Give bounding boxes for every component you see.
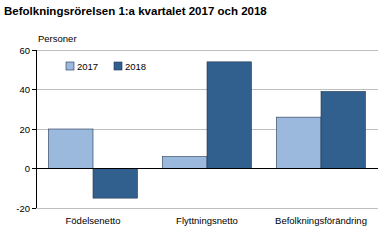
bar xyxy=(49,129,93,169)
y-tick-label: 40 xyxy=(19,84,30,95)
bar xyxy=(277,117,321,168)
y-tick-label: -20 xyxy=(16,203,30,214)
y-tick xyxy=(32,168,36,169)
zero-line xyxy=(36,168,378,169)
legend-swatch xyxy=(66,62,74,70)
legend-label: 2018 xyxy=(125,61,146,72)
legend-swatch xyxy=(114,62,122,70)
x-tick-label: Födelsenetto xyxy=(66,215,121,226)
y-tick-label: 0 xyxy=(25,163,30,174)
bar xyxy=(163,157,207,169)
x-tick-label: Flyttningsnetto xyxy=(176,215,238,226)
grid-line xyxy=(36,208,378,209)
chart-svg: Befolkningsrörelsen 1:a kvartalet 2017 o… xyxy=(0,0,391,240)
bars xyxy=(49,62,366,198)
y-tick xyxy=(32,89,36,90)
y-axis-line xyxy=(36,50,37,208)
y-tick xyxy=(32,129,36,130)
legend-label: 2017 xyxy=(77,61,98,72)
bar xyxy=(207,62,251,169)
y-tick xyxy=(32,50,36,51)
y-tick xyxy=(32,208,36,209)
x-tick-label: Befolkningsförändring xyxy=(275,215,367,226)
bar xyxy=(93,169,137,199)
chart-container: Befolkningsrörelsen 1:a kvartalet 2017 o… xyxy=(0,0,391,240)
y-tick-label: 20 xyxy=(19,124,30,135)
grid-line xyxy=(36,50,378,51)
y-axis-label: Personer xyxy=(38,33,77,44)
title: Befolkningsrörelsen 1:a kvartalet 2017 o… xyxy=(4,5,267,17)
bar xyxy=(321,91,365,168)
grid-line xyxy=(36,168,378,169)
y-tick-label: 60 xyxy=(19,45,30,56)
